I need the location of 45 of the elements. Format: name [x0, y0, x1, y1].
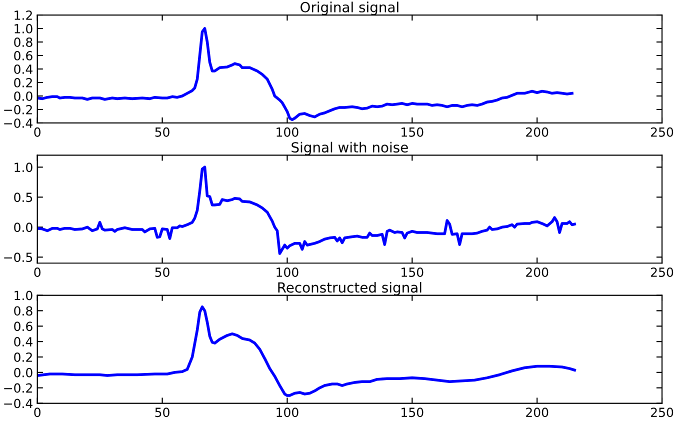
- y-tick-label: −0.2: [4, 383, 32, 393]
- x-tick-label: 200: [526, 268, 548, 277]
- x-tick-label: 250: [651, 268, 674, 277]
- x-tick-label: 50: [155, 408, 170, 418]
- x-tick-label: 0: [34, 127, 40, 137]
- x-tick-label: 0: [34, 268, 40, 277]
- y-tick-label: 1.0: [14, 162, 32, 172]
- chart-title: Signal with noise: [292, 142, 408, 156]
- chart-title: Original signal: [300, 2, 398, 16]
- line-series: [37, 166, 576, 255]
- y-tick-label: 0.0: [14, 222, 32, 232]
- y-tick-label: 1.0: [14, 290, 32, 300]
- x-tick-label: 150: [402, 408, 424, 418]
- x-tick-label: 50: [155, 268, 170, 277]
- y-tick-label: 0.8: [14, 37, 32, 47]
- y-tick-label: 0.4: [14, 337, 32, 346]
- y-tick-label: 0.5: [14, 192, 32, 202]
- y-tick-label: 0.0: [14, 91, 32, 101]
- y-tick-label: −0.4: [4, 118, 32, 128]
- x-tick-label: 100: [276, 268, 298, 277]
- x-tick-label: 200: [526, 408, 548, 418]
- line-series: [37, 305, 576, 397]
- y-tick-label: −0.4: [4, 398, 32, 408]
- y-tick-label: 0.0: [14, 368, 32, 378]
- x-tick-label: 50: [155, 127, 170, 137]
- x-tick-label: 100: [276, 408, 298, 418]
- y-tick-label: 0.2: [14, 352, 32, 362]
- y-tick-label: 1.0: [14, 24, 32, 34]
- x-tick-label: 100: [276, 127, 298, 137]
- x-tick-label: 0: [34, 408, 40, 418]
- x-tick-label: 250: [651, 408, 674, 418]
- y-tick-label: 1.2: [14, 10, 32, 20]
- chart-title: Reconstructed signal: [278, 282, 422, 296]
- x-tick-label: 200: [526, 127, 548, 137]
- x-tick-label: 150: [402, 268, 424, 277]
- x-tick-label: 250: [651, 127, 674, 137]
- y-tick-label: −0.2: [4, 104, 32, 114]
- y-tick-label: 0.6: [14, 322, 32, 332]
- y-tick-label: 0.2: [14, 78, 32, 88]
- y-tick-label: 0.6: [14, 50, 32, 60]
- line-series: [37, 27, 574, 121]
- x-tick-label: 150: [402, 127, 424, 137]
- y-tick-label: 0.4: [14, 64, 32, 74]
- y-tick-label: 0.8: [14, 306, 32, 316]
- y-tick-label: −0.5: [4, 252, 32, 262]
